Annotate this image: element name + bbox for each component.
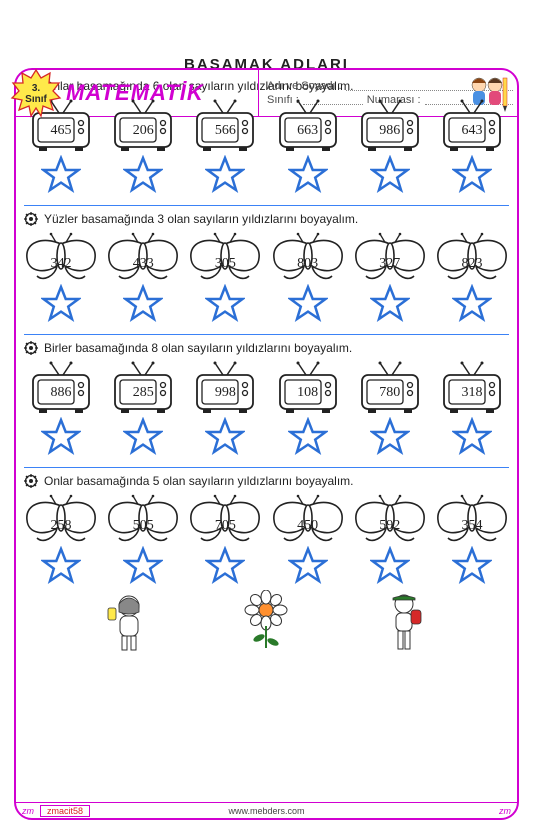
number-value: 803 [270,256,346,272]
tv-shape: 285 [111,361,175,415]
tv-shape: 318 [440,361,504,415]
butterfly-shape: 305 [187,232,263,282]
number-value: 986 [358,123,422,139]
number-value: 327 [352,256,428,272]
name-label: Adı ve Soyadı : [267,80,342,92]
number-value: 258 [23,518,99,534]
number-value: 342 [23,256,99,272]
number-value: 886 [29,385,93,401]
footer-bar: zm zmacit58 www.mebders.com zm [16,802,517,818]
number-value: 780 [358,385,422,401]
tv-shape: 206 [111,99,175,153]
butterfly-shape: 354 [434,494,510,544]
tv-shape: 108 [276,361,340,415]
number-value: 318 [440,385,504,401]
number-value: 465 [29,123,93,139]
tv-shape: 780 [358,361,422,415]
number-value: 705 [187,518,263,534]
tv-shape: 663 [276,99,340,153]
number-value: 450 [270,518,346,534]
butterfly-shape: 327 [352,232,428,282]
number-value: 505 [105,518,181,534]
butterfly-shape: 823 [434,232,510,282]
number-value: 663 [276,123,340,139]
butterfly-shape: 342 [23,232,99,282]
tv-shape: 566 [193,99,257,153]
signature-left: zm [22,806,34,816]
tv-shape: 643 [440,99,504,153]
signature-right: zm [499,806,511,816]
butterfly-shape: 803 [270,232,346,282]
number-value: 433 [105,256,181,272]
tv-shape: 986 [358,99,422,153]
tv-shape: 886 [29,361,93,415]
grade-label: Sınıf [25,94,47,105]
butterfly-shape: 505 [105,494,181,544]
page-border [14,68,519,820]
butterfly-shape: 433 [105,232,181,282]
number-value: 285 [111,385,175,401]
number-value: 354 [434,518,510,534]
grade-badge: 3. Sınıf [10,68,62,120]
number-value: 566 [193,123,257,139]
author-box: zmacit58 [40,805,90,817]
number-value: 206 [111,123,175,139]
number-value: 823 [434,256,510,272]
website-url: www.mebders.com [228,806,304,816]
tv-shape: 998 [193,361,257,415]
number-value: 108 [276,385,340,401]
butterfly-shape: 258 [23,494,99,544]
butterfly-shape: 705 [187,494,263,544]
grade-num: 3. [32,83,40,94]
butterfly-shape: 450 [270,494,346,544]
number-value: 592 [352,518,428,534]
butterfly-shape: 592 [352,494,428,544]
number-value: 998 [193,385,257,401]
number-value: 305 [187,256,263,272]
number-value: 643 [440,123,504,139]
